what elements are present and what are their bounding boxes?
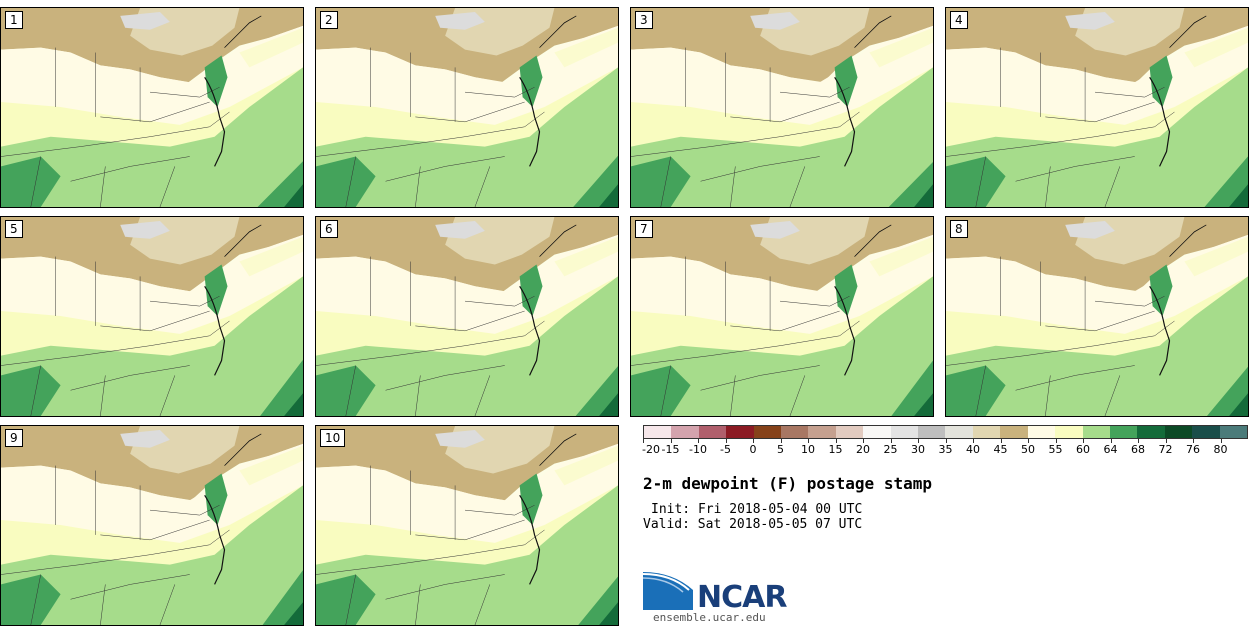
colorbar-tickmark — [1000, 439, 1002, 443]
colorbar-swatch — [698, 426, 727, 438]
map-panel-3: 3 — [630, 7, 934, 208]
colorbar-tickmark — [698, 439, 699, 443]
colorbar-tickmark — [643, 439, 644, 443]
colorbar-swatch — [644, 426, 672, 438]
colorbar-tick-label: -15 — [661, 443, 680, 456]
colorbar-tickmark — [918, 439, 919, 443]
colorbar-swatch — [671, 426, 699, 438]
member-label: 7 — [635, 220, 653, 238]
map-panel-5: 5 — [0, 216, 304, 417]
colorbar-tickmark — [808, 439, 809, 443]
colorbar-tickmark — [1083, 439, 1084, 443]
colorbar-swatch — [835, 426, 864, 438]
colorbar-swatch — [1164, 426, 1193, 438]
colorbar-tick-label: 60 — [1076, 443, 1090, 456]
colorbar-swatch — [918, 426, 946, 438]
colorbar-ticks: -20 -15 -10 -5 0 5 10 15 20 25 30 35 40 45 50 55 60 64 68 7… — [642, 439, 1248, 457]
colorbar-tick-label: 40 — [966, 443, 980, 456]
valid-time: Valid: Sat 2018-05-05 07 UTC — [643, 517, 863, 532]
map-panel-8: 8 — [945, 216, 1249, 417]
colorbar-swatch — [1027, 426, 1056, 438]
colorbar-swatch — [1109, 426, 1138, 438]
map-panel-4: 4 — [945, 7, 1249, 208]
init-time: Init: Fri 2018-05-04 00 UTC — [651, 502, 863, 517]
colorbar-tickmark — [945, 439, 947, 443]
colorbar-tickmark — [835, 439, 837, 443]
map-panel-7: 7 — [630, 216, 934, 417]
colorbar-tick-label: 76 — [1186, 443, 1200, 456]
colorbar-tickmark — [890, 439, 892, 443]
member-label: 4 — [950, 11, 968, 29]
colorbar-tickmark — [973, 439, 974, 443]
colorbar-swatch — [781, 426, 809, 438]
colorbar-tick-label: 25 — [883, 443, 898, 456]
ncar-logo-icon — [643, 572, 693, 610]
plot-title: 2-m dewpoint (F) postage stamp — [643, 474, 932, 493]
colorbar-swatch — [1192, 426, 1220, 438]
colorbar-swatch — [1137, 426, 1165, 438]
colorbar-tick-label: 72 — [1158, 443, 1173, 456]
colorbar-swatch — [1082, 426, 1110, 438]
colorbar-tick-label: 0 — [749, 443, 757, 456]
colorbar-tick-label: 35 — [938, 443, 953, 456]
colorbar-tick-label: 10 — [801, 443, 815, 456]
member-label: 5 — [5, 220, 23, 238]
colorbar-swatch — [753, 426, 782, 438]
member-label: 8 — [950, 220, 968, 238]
ncar-logo-text: NCAR — [697, 580, 787, 615]
colorbar-swatch — [1055, 426, 1083, 438]
colorbar-swatch — [1000, 426, 1028, 438]
colorbar-tickmark — [1138, 439, 1139, 443]
colorbar-swatch — [863, 426, 891, 438]
colorbar-tickmark — [1220, 439, 1222, 443]
colorbar-tick-label: 55 — [1048, 443, 1063, 456]
map-panel-2: 2 — [315, 7, 619, 208]
colorbar-tickmark — [780, 439, 782, 443]
colorbar-tick-label: 5 — [777, 443, 784, 456]
colorbar-tick-label: -5 — [720, 443, 731, 456]
colorbar-swatch — [945, 426, 973, 438]
colorbar-tick-label: -10 — [689, 443, 707, 456]
colorbar-tick-label: 50 — [1021, 443, 1035, 456]
colorbar-tickmark — [1193, 439, 1194, 443]
member-label: 1 — [5, 11, 23, 29]
colorbar-tickmark — [1110, 439, 1112, 443]
colorbar-swatch — [972, 426, 1001, 438]
map-panel-9: 9 — [0, 425, 304, 626]
map-panel-1: 1 — [0, 7, 304, 208]
colorbar-tick-label: 80 — [1213, 443, 1228, 456]
colorbar-tick-label: 64 — [1103, 443, 1118, 456]
colorbar-tickmark — [670, 439, 672, 443]
colorbar-swatch — [1219, 426, 1247, 438]
colorbar-tickmark — [1165, 439, 1167, 443]
colorbar — [643, 425, 1248, 439]
colorbar-swatch — [726, 426, 754, 438]
colorbar-tickmark — [753, 439, 754, 443]
colorbar-tickmark — [725, 439, 727, 443]
colorbar-swatch — [890, 426, 919, 438]
colorbar-tickmark — [1055, 439, 1057, 443]
colorbar-tick-label: 30 — [911, 443, 925, 456]
map-panel-6: 6 — [315, 216, 619, 417]
colorbar-tick-label: 20 — [856, 443, 870, 456]
member-label: 6 — [320, 220, 338, 238]
colorbar-tickmark — [1028, 439, 1029, 443]
colorbar-tick-label: 45 — [993, 443, 1008, 456]
colorbar-swatch — [808, 426, 836, 438]
colorbar-tick-label: 68 — [1131, 443, 1145, 456]
member-label: 10 — [320, 429, 346, 447]
member-label: 3 — [635, 11, 653, 29]
map-panel-10: 10 — [315, 425, 619, 626]
colorbar-tick-label: 15 — [828, 443, 843, 456]
member-label: 2 — [320, 11, 338, 29]
colorbar-tickmark — [863, 439, 864, 443]
member-label: 9 — [5, 429, 23, 447]
colorbar-tick-label: -20 — [642, 443, 660, 456]
site-url: ensemble.ucar.edu — [653, 611, 766, 624]
